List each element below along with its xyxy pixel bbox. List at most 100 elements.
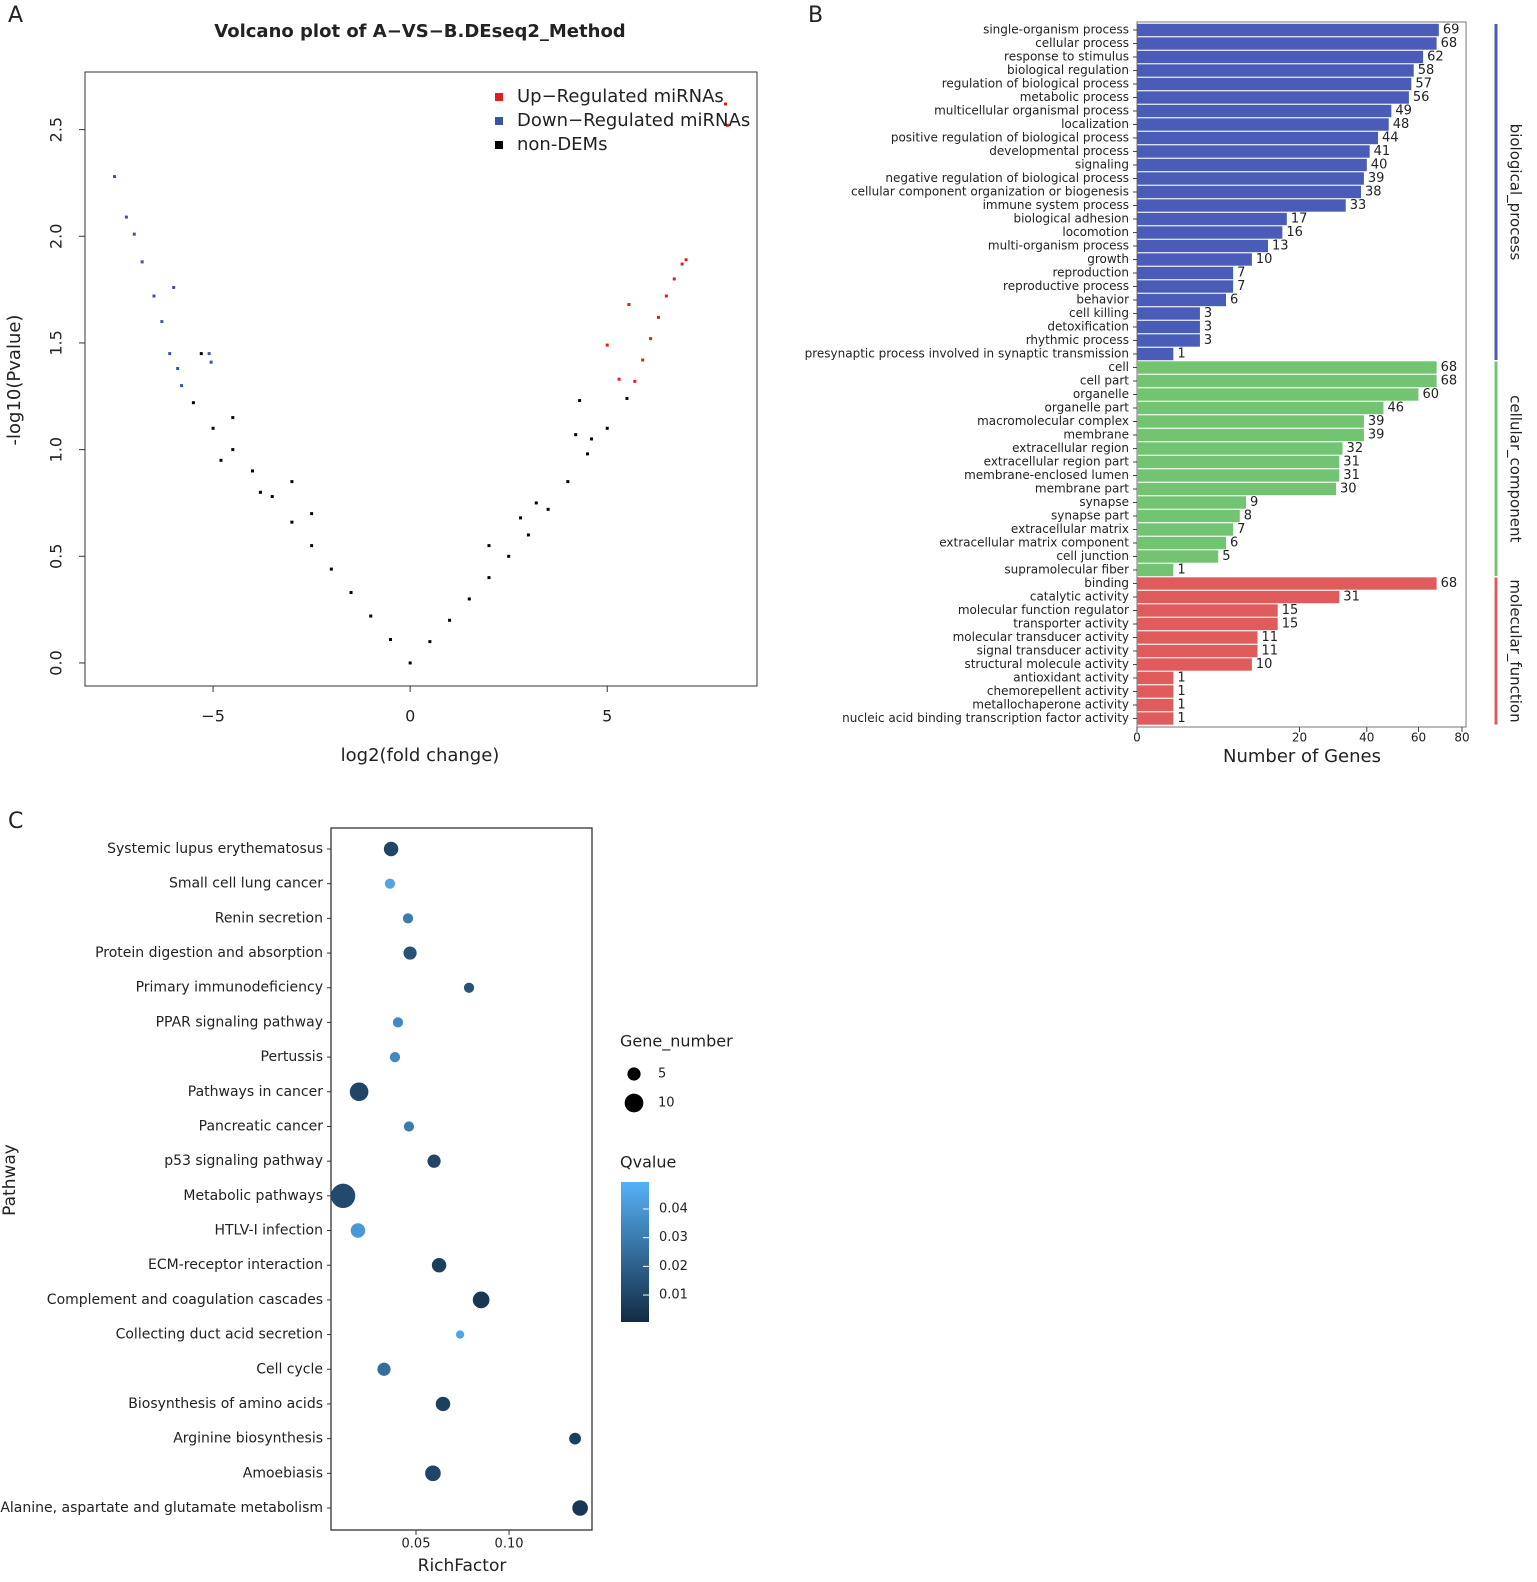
bar <box>1137 172 1364 185</box>
category-label: signaling <box>1075 158 1129 172</box>
bar <box>1137 428 1364 442</box>
value-label: 60 <box>1422 387 1439 402</box>
bar <box>1137 658 1252 671</box>
x-tick-label: 0 <box>405 707 415 726</box>
bar <box>1137 226 1283 239</box>
value-label: 15 <box>1282 603 1299 618</box>
category-label: chemorepellent activity <box>987 684 1129 698</box>
point <box>723 102 727 106</box>
value-label: 57 <box>1415 77 1432 92</box>
point <box>680 262 684 266</box>
color-bar-label: 0.01 <box>659 1288 688 1303</box>
bar <box>1137 158 1367 172</box>
point <box>207 352 211 356</box>
point <box>664 294 668 298</box>
value-label: 7 <box>1237 522 1245 537</box>
bubble <box>403 1121 415 1132</box>
point <box>627 303 631 307</box>
y-axis-label: -log10(Pvalue) <box>4 315 25 446</box>
x-tick-label: 60 <box>1411 731 1426 745</box>
group-label: cellular_component <box>1506 395 1525 542</box>
point <box>566 480 570 484</box>
point <box>176 367 180 371</box>
value-label: 6 <box>1230 293 1238 308</box>
category-label: Pertussis <box>261 1049 323 1065</box>
category-label: transporter activity <box>1013 617 1129 631</box>
point <box>211 426 215 430</box>
category-label: macromolecular complex <box>977 414 1129 428</box>
point <box>251 469 255 473</box>
category-label: cellular process <box>1035 36 1129 50</box>
bar <box>1137 239 1269 253</box>
category-label: synapse <box>1079 495 1129 509</box>
category-label: presynaptic process involved in synaptic… <box>805 347 1129 361</box>
point <box>209 360 213 364</box>
bar <box>1137 685 1174 698</box>
category-label: cell killing <box>1069 306 1129 320</box>
value-label: 41 <box>1374 144 1391 159</box>
category-label: single-organism process <box>983 23 1129 37</box>
bubble <box>572 1500 588 1516</box>
legend-label: Up−Regulated miRNAs <box>517 86 724 107</box>
category-label: biological regulation <box>1007 63 1129 77</box>
category-label: reproduction <box>1053 266 1130 280</box>
plot-frame <box>1136 21 1467 728</box>
category-label: Metabolic pathways <box>183 1188 323 1204</box>
size-legend-key <box>627 1067 641 1081</box>
point <box>349 591 353 595</box>
category-label: PPAR signaling pathway <box>156 1014 323 1030</box>
category-label: positive regulation of biological proces… <box>891 131 1129 145</box>
y-tick-label: 1.0 <box>47 437 66 462</box>
category-label: Complement and coagulation cascades <box>47 1292 323 1308</box>
bar <box>1137 37 1437 50</box>
category-label: binding <box>1084 576 1129 590</box>
category-label: molecular function regulator <box>958 603 1129 617</box>
bar <box>1137 523 1234 536</box>
category-label: Arginine biosynthesis <box>173 1431 323 1447</box>
size-legend-key <box>624 1093 644 1113</box>
size-legend-label: 10 <box>658 1096 675 1111</box>
color-bar <box>621 1182 649 1322</box>
bubble <box>392 1017 404 1028</box>
bar <box>1137 671 1174 685</box>
point <box>605 343 609 347</box>
category-label: Primary immunodeficiency <box>136 980 323 996</box>
category-label: Pancreatic cancer <box>199 1118 324 1134</box>
bar <box>1137 644 1258 658</box>
y-axis-label: Pathway <box>0 1144 20 1216</box>
category-label: localization <box>1061 117 1129 131</box>
bar <box>1137 50 1424 64</box>
point <box>369 614 373 618</box>
panel-label: C <box>8 809 23 834</box>
value-label: 8 <box>1244 509 1252 524</box>
bar <box>1137 293 1227 307</box>
bar <box>1137 307 1200 320</box>
legend-swatch <box>495 141 503 149</box>
point <box>172 285 176 289</box>
bubble <box>330 1183 356 1209</box>
value-label: 5 <box>1222 549 1230 564</box>
point <box>448 618 452 622</box>
value-label: 1 <box>1177 563 1185 578</box>
color-bar-label: 0.04 <box>659 1201 688 1216</box>
bar <box>1137 199 1346 212</box>
bar <box>1137 104 1392 118</box>
point <box>113 175 117 179</box>
value-label: 32 <box>1347 441 1364 456</box>
category-label: molecular transducer activity <box>953 630 1129 644</box>
bar <box>1137 145 1370 158</box>
x-tick-label: 80 <box>1454 731 1469 745</box>
bar <box>1137 442 1343 455</box>
bubble <box>431 1257 447 1273</box>
bubble <box>403 946 417 960</box>
bar <box>1137 23 1439 37</box>
point <box>725 123 729 127</box>
bar <box>1137 509 1240 523</box>
x-tick-label: 0 <box>1133 731 1141 745</box>
category-label: supramolecular fiber <box>1004 563 1129 577</box>
size-legend-label: 5 <box>658 1067 666 1082</box>
category-label: antioxidant activity <box>1013 671 1129 685</box>
point <box>617 377 621 381</box>
category-label: biological adhesion <box>1013 212 1129 226</box>
point <box>656 315 660 319</box>
